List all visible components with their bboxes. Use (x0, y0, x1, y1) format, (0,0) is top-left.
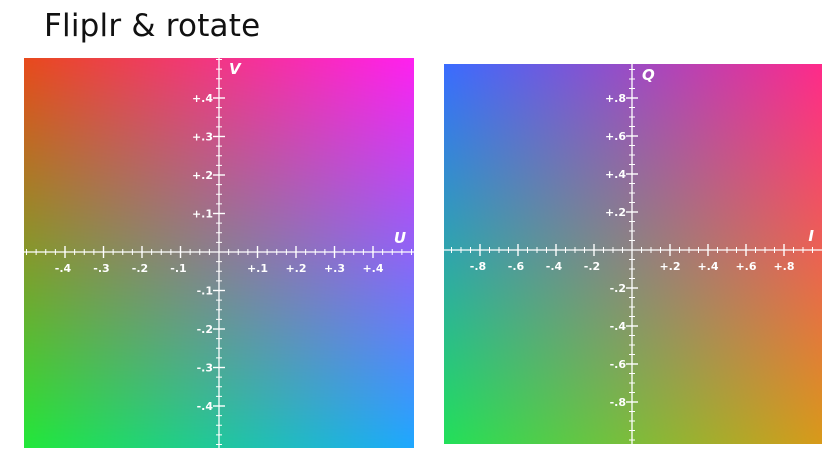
y-tick-label: -.2 (197, 323, 213, 336)
y-tick-label: +.6 (605, 130, 626, 143)
x-tick-label: +.6 (735, 260, 756, 273)
y-axis-name: V (229, 60, 242, 78)
x-axis-name: U (394, 229, 406, 247)
x-tick-label: -.6 (508, 260, 525, 273)
x-tick-label: +.1 (247, 262, 268, 275)
x-tick-label: +.2 (659, 260, 680, 273)
uv-color-plane-diagram: -.4 -.3 -.2 -.1 +.1 +.2 +.3 +.4 +.4 +.3 +.2 +.1 -.1 -… (24, 58, 414, 448)
x-axis-name: I (808, 227, 814, 245)
uv-axes: -.4 -.3 -.2 -.1 +.1 +.2 +.3 +.4 +.4 +.3 +.2 +.1 -.1 -… (24, 58, 414, 448)
y-tick-label: -.4 (610, 320, 627, 333)
x-tick-label: +.2 (285, 262, 306, 275)
y-tick-label: -.4 (197, 400, 214, 413)
iq-axes: -.8 -.6 -.4 -.2 +.2 +.4 +.6 +.8 +.8 +.6 +.4 +.2 -.2 -… (444, 64, 822, 444)
x-tick-label: -.8 (470, 260, 486, 273)
y-tick-label: -.6 (610, 358, 627, 371)
x-tick-label: +.4 (362, 262, 383, 275)
y-tick-label: -.2 (610, 282, 626, 295)
x-tick-label: -.3 (93, 262, 109, 275)
slide-title: Fliplr & rotate (44, 8, 261, 44)
y-tick-label: +.3 (192, 131, 213, 144)
x-tick-label: -.4 (546, 260, 563, 273)
y-tick-label: +.8 (605, 92, 626, 105)
x-tick-label: -.4 (55, 262, 72, 275)
y-tick-label: +.1 (192, 208, 213, 221)
x-tick-label: -.2 (132, 262, 148, 275)
x-tick-label: +.8 (773, 260, 794, 273)
y-tick-label: +.2 (605, 206, 626, 219)
x-tick-label: -.1 (170, 262, 186, 275)
y-tick-label: +.4 (192, 92, 213, 105)
y-axis-name: Q (642, 66, 655, 84)
iq-color-plane-diagram: -.8 -.6 -.4 -.2 +.2 +.4 +.6 +.8 +.8 +.6 +.4 +.2 -.2 -… (444, 64, 822, 444)
x-tick-label: +.3 (324, 262, 345, 275)
y-tick-label: -.3 (197, 362, 213, 375)
y-tick-label: -.8 (610, 396, 626, 409)
x-tick-label: +.4 (697, 260, 718, 273)
y-tick-label: +.2 (192, 169, 213, 182)
x-tick-label: -.2 (584, 260, 600, 273)
y-tick-label: -.1 (197, 285, 213, 298)
y-tick-label: +.4 (605, 168, 626, 181)
iq-gradient-background (444, 64, 822, 444)
